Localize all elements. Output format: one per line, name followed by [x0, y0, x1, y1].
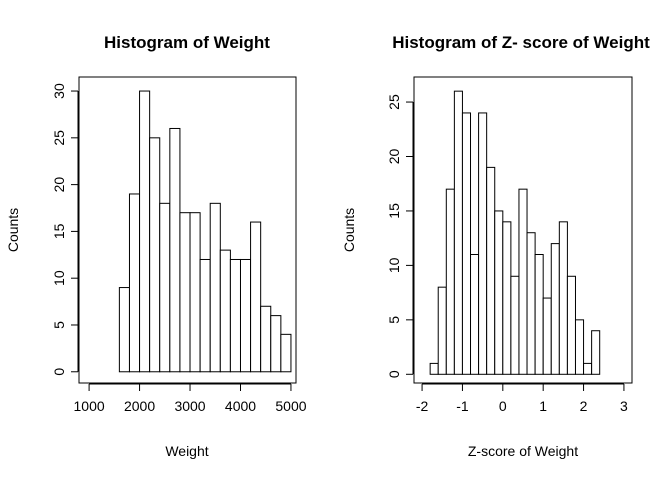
x-tick-label: 2 — [580, 398, 588, 414]
plot-frame — [413, 76, 633, 384]
histogram-bar — [429, 362, 439, 375]
y-tick-label: 20 — [386, 148, 402, 164]
histogram-bar — [189, 212, 201, 373]
histogram-bar — [583, 362, 593, 375]
histogram-bar — [209, 202, 221, 373]
y-tick-label: 0 — [386, 370, 402, 378]
histogram-bar — [179, 212, 191, 373]
x-tick-label: 1000 — [74, 398, 105, 414]
y-tick-label: 0 — [51, 368, 67, 376]
histogram-bar — [510, 275, 520, 375]
histogram-bar — [280, 333, 292, 373]
y-tick-label: 5 — [51, 321, 67, 329]
histogram-bar — [118, 287, 130, 373]
histogram-bar — [239, 258, 252, 373]
y-tick-label: 5 — [386, 316, 402, 324]
y-axis-label: Counts — [5, 208, 21, 252]
histogram-bar — [149, 137, 161, 373]
histogram-bar — [558, 221, 568, 375]
y-tick-label: 20 — [51, 177, 67, 193]
x-tick-label: 5000 — [275, 398, 306, 414]
histogram-bar — [550, 243, 560, 375]
x-tick-label: -2 — [416, 398, 429, 414]
x-tick-label: 1 — [539, 398, 547, 414]
y-tick-label: 30 — [51, 83, 67, 99]
histogram-bar — [574, 319, 585, 375]
histogram-bar — [470, 254, 480, 375]
x-tick-label: 4000 — [225, 398, 256, 414]
histogram-bar — [139, 90, 151, 373]
plot-frame — [78, 76, 297, 384]
weight-histogram-panel: Histogram of Weight 1000 2000 3000 4000 5000… — [5, 33, 307, 459]
y-tick-label: 25 — [51, 130, 67, 146]
y-tick-label: 25 — [386, 94, 402, 110]
histogram-bar — [478, 112, 488, 375]
histogram-bar — [526, 232, 536, 375]
zscore-histogram-panel: Histogram of Z- score of Weight -2 -1 0 1 2 3… — [341, 33, 650, 459]
y-axis-label: Counts — [341, 208, 357, 252]
histogram-bar — [453, 90, 463, 375]
histogram-bar — [542, 297, 552, 375]
chart-title: Histogram of Z- score of Weight — [392, 33, 650, 52]
y-tick-label: 10 — [51, 270, 67, 286]
histogram-bar — [128, 193, 141, 373]
histogram-bar — [437, 286, 447, 375]
y-tick-label: 10 — [386, 257, 402, 273]
histogram-bar — [219, 249, 231, 373]
x-axis-label: Weight — [165, 443, 208, 459]
histogram-bar — [250, 221, 262, 373]
histogram-bar — [169, 127, 181, 373]
histogram-bar — [494, 210, 504, 375]
x-tick-label: 2000 — [124, 398, 155, 414]
x-tick-label: 3000 — [174, 398, 205, 414]
histogram-bar — [159, 202, 171, 373]
histogram-bar — [486, 166, 496, 375]
histogram-bar — [260, 305, 272, 373]
histogram-bar — [566, 275, 576, 375]
x-axis-label: Z-score of Weight — [468, 443, 578, 459]
y-tick-label: 15 — [51, 223, 67, 239]
histogram-bar — [445, 188, 455, 375]
x-tick-label: 0 — [499, 398, 507, 414]
histogram-bar — [591, 330, 601, 375]
histogram-bar — [270, 315, 282, 373]
histogram-bar — [518, 188, 528, 375]
histogram-bar — [229, 258, 241, 373]
chart-title: Histogram of Weight — [104, 33, 270, 52]
histogram-bar — [502, 221, 512, 375]
histogram-bar — [534, 254, 544, 375]
x-tick-label: 3 — [620, 398, 628, 414]
y-tick-label: 15 — [386, 203, 402, 219]
x-tick-label: -1 — [456, 398, 469, 414]
histogram-bar — [461, 112, 472, 375]
histogram-bar — [199, 258, 211, 373]
